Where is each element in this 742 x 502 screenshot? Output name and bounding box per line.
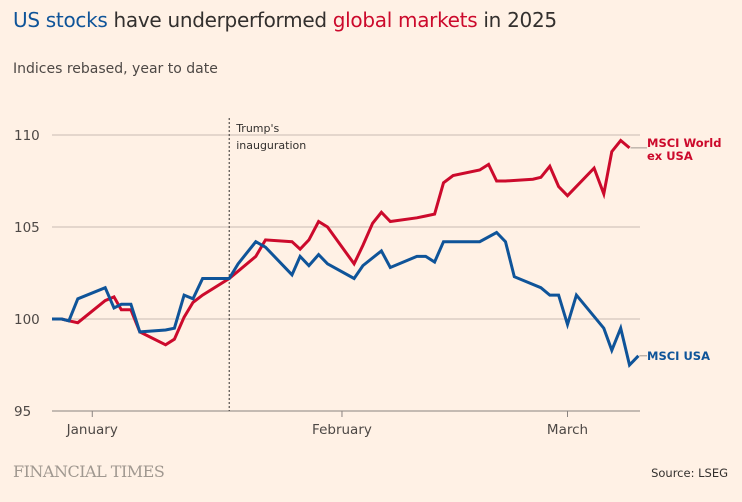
series-line-msci-usa	[52, 230, 640, 369]
title-end: in 2025	[477, 8, 557, 32]
title-global-markets: global markets	[332, 8, 478, 32]
ft-logo: FINANCIAL TIMES	[13, 462, 165, 481]
x-tick-label: January	[66, 422, 118, 438]
series-label: MSCI USA	[647, 349, 710, 363]
series-label-line2: ex USA	[647, 149, 693, 163]
x-tick-label: February	[312, 422, 372, 438]
chart-title: US stocks have underperformed global mar…	[13, 8, 557, 32]
gridlines	[52, 134, 640, 412]
inauguration-annotation: Trump's inauguration	[228, 118, 306, 411]
annotation-label-line1: Trump's	[235, 122, 279, 135]
source-note: Source: LSEG	[651, 466, 728, 480]
y-tick-label: 110	[14, 128, 40, 144]
title-mid: have underperformed	[107, 8, 333, 32]
title-us-stocks: US stocks	[13, 8, 108, 32]
x-tick-label: March	[547, 422, 588, 438]
y-tick-label: 95	[14, 404, 31, 420]
y-tick-label: 100	[14, 312, 40, 328]
y-tick-label: 105	[14, 220, 40, 236]
series-line-msci-world-ex-usa	[52, 138, 631, 347]
series-label-line1: MSCI World	[647, 136, 721, 150]
annotation-label-line2: inauguration	[236, 139, 306, 152]
chart-subtitle: Indices rebased, year to date	[13, 61, 218, 77]
x-axis: January February March	[66, 411, 588, 438]
series-lines	[52, 138, 640, 369]
y-axis-labels: 95 100 105 110	[14, 128, 40, 420]
